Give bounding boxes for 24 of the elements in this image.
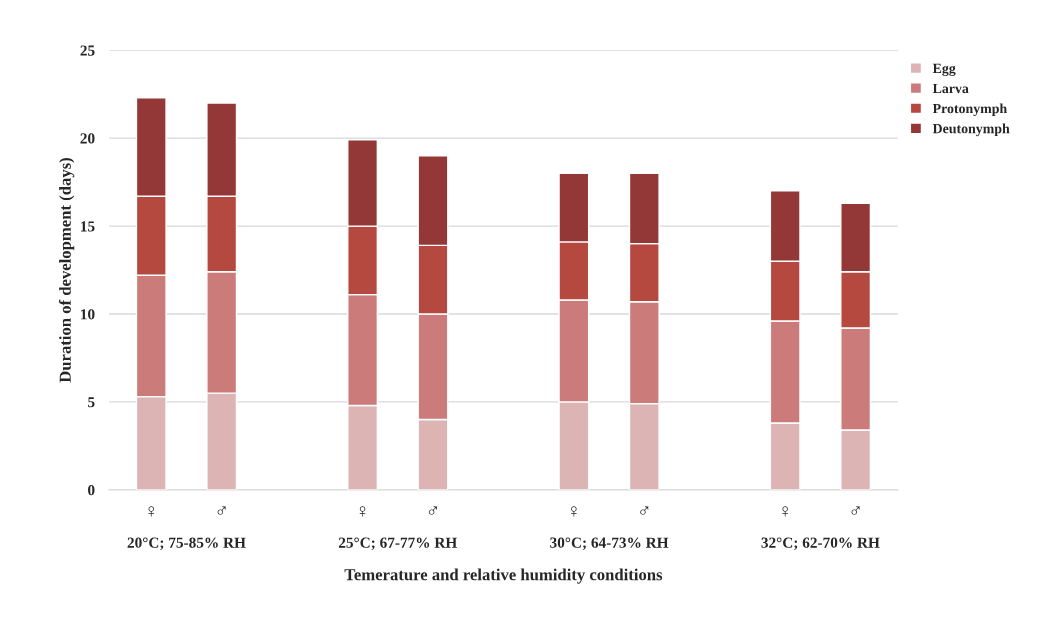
y-tick-label: 0 xyxy=(88,484,95,496)
legend-label: Egg xyxy=(932,63,956,76)
x-tick-label: ♀ xyxy=(782,506,788,517)
legend-label: Larva xyxy=(932,83,969,94)
x-tick-label: ♂ xyxy=(428,506,438,515)
x-tick-label: ♂ xyxy=(640,506,649,515)
y-axis-title: Duration of development (days) xyxy=(58,158,75,383)
y-tick-label: 15 xyxy=(81,221,95,232)
legend-label: Deutonymph xyxy=(932,123,1010,137)
x-tick-label: ♂ xyxy=(851,506,860,515)
x-tick-label: ♀ xyxy=(148,506,155,517)
text: 30°C; 64-73% RH xyxy=(550,537,669,551)
y-tick-label: 20 xyxy=(80,133,95,144)
y-tick-label: 10 xyxy=(81,309,95,320)
legend-label: Protonymph xyxy=(932,103,1007,117)
y-tick-label: 5 xyxy=(88,397,95,408)
text: 25°C; 67-77% RH xyxy=(338,537,458,551)
x-tick-label: ♂ xyxy=(217,506,226,515)
x-axis-title: Temerature and relative humidity conditions xyxy=(344,568,663,584)
x-tick-label: ♀ xyxy=(571,506,577,517)
y-tick-label: 25 xyxy=(80,45,95,56)
text: 32°C; 62-70% RH xyxy=(761,537,880,551)
x-tick-label: ♀ xyxy=(359,506,366,517)
text: 20°C; 75-85% RH xyxy=(127,537,246,551)
